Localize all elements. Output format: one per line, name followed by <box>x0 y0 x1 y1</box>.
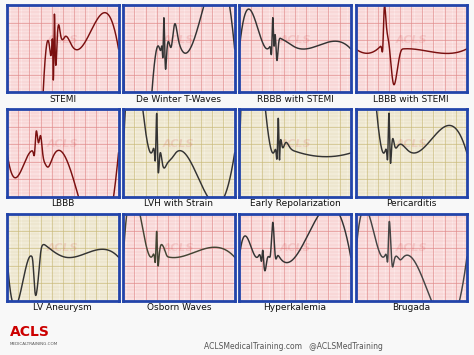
Text: LV Aneurysm: LV Aneurysm <box>34 303 92 312</box>
Text: ACLS: ACLS <box>395 139 427 149</box>
Text: LBBB with STEMI: LBBB with STEMI <box>374 94 449 104</box>
Text: ACLS: ACLS <box>47 244 79 253</box>
Text: De Winter T-Waves: De Winter T-Waves <box>137 94 221 104</box>
Text: Pericarditis: Pericarditis <box>386 199 437 208</box>
Text: ACLSMedicalTraining.com   @ACLSMedTraining: ACLSMedicalTraining.com @ACLSMedTraining <box>204 342 383 351</box>
Text: ACLS: ACLS <box>163 139 195 149</box>
Text: LVH with Strain: LVH with Strain <box>145 199 213 208</box>
Text: ACLS: ACLS <box>395 35 427 45</box>
Text: Hyperkalemia: Hyperkalemia <box>264 303 327 312</box>
Text: ACLS: ACLS <box>395 244 427 253</box>
Text: Early Repolarization: Early Repolarization <box>250 199 340 208</box>
Text: ACLS: ACLS <box>47 139 79 149</box>
Text: ACLS: ACLS <box>47 35 79 45</box>
Text: ACLS: ACLS <box>163 35 195 45</box>
Text: Osborn Waves: Osborn Waves <box>146 303 211 312</box>
Text: MEDICALTRAINING.COM: MEDICALTRAINING.COM <box>9 342 58 346</box>
Text: LBBB: LBBB <box>51 199 74 208</box>
Text: ACLS: ACLS <box>279 244 311 253</box>
Text: ACLS: ACLS <box>9 325 49 339</box>
Text: ACLS: ACLS <box>279 139 311 149</box>
Text: ACLS: ACLS <box>163 244 195 253</box>
Text: RBBB with STEMI: RBBB with STEMI <box>256 94 334 104</box>
Text: Brugada: Brugada <box>392 303 430 312</box>
Text: ACLS: ACLS <box>279 35 311 45</box>
Text: STEMI: STEMI <box>49 94 76 104</box>
